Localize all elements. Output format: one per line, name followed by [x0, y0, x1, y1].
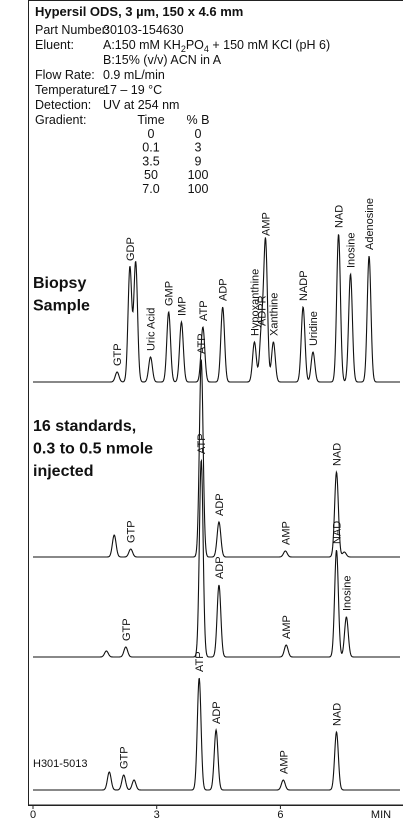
peak-label: ATP [196, 333, 208, 354]
x-tick-label: 3 [154, 809, 160, 821]
panel-title: 16 standards, [33, 418, 136, 435]
peak-label: Uridine [308, 311, 320, 346]
x-axis-label: MIN [371, 809, 391, 821]
peak-label: ADP [214, 493, 226, 516]
field-value: 0.9 mL/min [103, 68, 165, 82]
peak-label: AMP [278, 750, 290, 774]
gradient-cell: 0 [195, 127, 202, 141]
text-run: UV at 254 nm [103, 98, 179, 112]
peak-label: NAD [331, 443, 343, 466]
field-label: Part Number: [35, 23, 109, 37]
peak-label: IMP [176, 296, 188, 316]
trace [33, 361, 400, 557]
peak-label: NADP [298, 270, 310, 301]
gradient-header: % B [187, 113, 210, 127]
peak-label: AMP [261, 212, 273, 236]
peak-label: ADP [218, 278, 230, 301]
peak-label: AMP [280, 521, 292, 545]
field-value: A:150 mM KH2PO4 + 150 mM KCl (pH 6) [103, 38, 330, 54]
peak-label: Inosine [341, 576, 353, 611]
peak-label: Xanthine [268, 293, 280, 336]
text-run: 30103-154630 [103, 23, 184, 37]
gradient-cell: 100 [188, 168, 209, 182]
peak-label: Uric Acid [146, 308, 158, 351]
text-run: 17 – 19 °C [103, 83, 162, 97]
peak-label: ADPR [256, 295, 268, 326]
field-value: 17 – 19 °C [103, 83, 162, 97]
peak-label: ATP [196, 433, 208, 454]
field-label: Detection: [35, 98, 91, 112]
peak-label: NAD [334, 205, 346, 228]
field-label: Flow Rate: [35, 68, 95, 82]
gradient-cell: 50 [144, 168, 158, 182]
text-run: A:150 mM KH [103, 38, 181, 52]
text-run: 0.9 mL/min [103, 68, 165, 82]
peak-label: ATP [198, 300, 210, 321]
gradient-cell: 0.1 [142, 141, 159, 155]
gradient-cell: 3 [195, 141, 202, 155]
peak-label: GTP [119, 746, 131, 769]
panel-note: H301-5013 [33, 758, 87, 770]
peak-label: GTP [126, 520, 138, 543]
gradient-cell: 100 [188, 182, 209, 196]
peak-label: GTP [112, 343, 124, 366]
peak-label: Inosine [346, 233, 358, 268]
x-tick-label: 0 [30, 809, 36, 821]
peak-label: GMP [164, 281, 176, 306]
field-value: B:15% (v/v) ACN in A [103, 53, 222, 67]
peak-label: ADP [214, 556, 226, 579]
field-label: Temperature: [35, 83, 109, 97]
gradient-cell: 3.5 [142, 154, 159, 168]
peak-label: GTP [121, 618, 133, 641]
trace [33, 679, 400, 790]
gradient-header: Time [137, 113, 164, 127]
panel-title: Sample [33, 298, 90, 315]
text-run: + 150 mM KCl (pH 6) [209, 38, 330, 52]
title: Hypersil ODS, 3 µm, 150 x 4.6 mm [35, 4, 243, 19]
panel-title: Biopsy [33, 275, 86, 292]
field-value: UV at 254 nm [103, 98, 179, 112]
text-run: B:15% (v/v) ACN in A [103, 53, 222, 67]
x-tick-label: 6 [277, 809, 283, 821]
peak-label: AMP [281, 615, 293, 639]
panel-title: 0.3 to 0.5 nmole [33, 441, 153, 458]
field-value: 30103-154630 [103, 23, 184, 37]
text-run: PO [186, 38, 204, 52]
peak-label: ADP [211, 701, 223, 724]
gradient-cell: 9 [195, 154, 202, 168]
peak-label: NAD [331, 521, 343, 544]
peak-label: NAD [331, 703, 343, 726]
field-label: Eluent: [35, 38, 74, 52]
panel-title: injected [33, 463, 93, 480]
peak-label: GDP [125, 237, 137, 261]
peak-label: Adenosine [364, 198, 376, 250]
field-label: Gradient: [35, 113, 86, 127]
gradient-cell: 7.0 [142, 182, 159, 196]
peak-label: ATP [194, 651, 206, 672]
gradient-cell: 0 [148, 127, 155, 141]
